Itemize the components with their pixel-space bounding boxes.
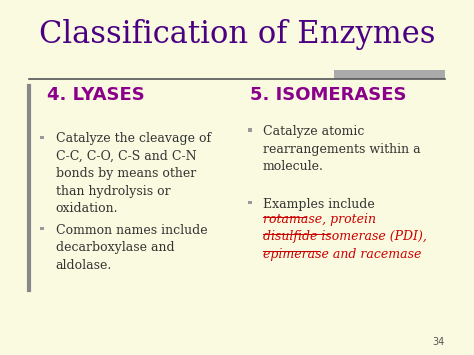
Text: 34: 34 bbox=[432, 337, 445, 346]
FancyBboxPatch shape bbox=[40, 227, 44, 230]
Text: Examples include: Examples include bbox=[263, 198, 374, 211]
FancyBboxPatch shape bbox=[248, 129, 252, 132]
Text: Catalyze the cleavage of
C-C, C-O, C-S and C-N
bonds by means other
than hydroly: Catalyze the cleavage of C-C, C-O, C-S a… bbox=[56, 132, 211, 215]
FancyBboxPatch shape bbox=[334, 70, 445, 79]
Text: rotamase, protein
disulfide isomerase (PDI),
epimerase and racemase: rotamase, protein disulfide isomerase (P… bbox=[263, 213, 427, 261]
FancyBboxPatch shape bbox=[248, 201, 252, 204]
Text: 4. LYASES: 4. LYASES bbox=[47, 86, 145, 104]
FancyBboxPatch shape bbox=[40, 136, 44, 139]
Text: 5. ISOMERASES: 5. ISOMERASES bbox=[250, 86, 407, 104]
Text: Catalyze atomic
rearrangements within a
molecule.: Catalyze atomic rearrangements within a … bbox=[263, 125, 420, 173]
Text: Classification of Enzymes: Classification of Enzymes bbox=[39, 19, 435, 50]
Text: Common names include
decarboxylase and
aldolase.: Common names include decarboxylase and a… bbox=[56, 224, 208, 272]
